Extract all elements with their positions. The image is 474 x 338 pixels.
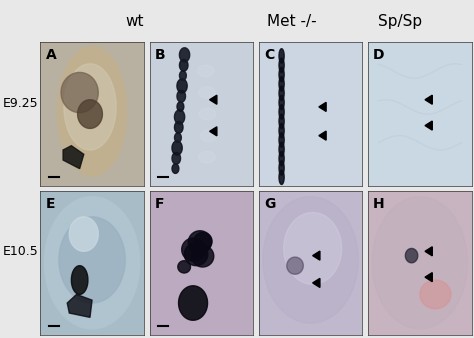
Text: E: E [46, 197, 55, 211]
Polygon shape [199, 151, 215, 163]
Polygon shape [372, 197, 467, 329]
Polygon shape [279, 105, 284, 119]
Polygon shape [180, 71, 186, 80]
Polygon shape [67, 294, 92, 317]
Polygon shape [177, 102, 184, 111]
Polygon shape [279, 49, 284, 63]
Polygon shape [263, 197, 358, 323]
Polygon shape [425, 247, 432, 256]
Text: Met -/-: Met -/- [267, 14, 316, 29]
Text: D: D [373, 48, 385, 62]
Polygon shape [199, 108, 216, 120]
Text: C: C [264, 48, 274, 62]
Polygon shape [279, 151, 284, 166]
Polygon shape [59, 217, 125, 303]
Polygon shape [174, 133, 182, 142]
Text: F: F [155, 197, 164, 211]
Polygon shape [194, 233, 212, 250]
Polygon shape [78, 100, 102, 128]
Polygon shape [420, 280, 451, 309]
Text: Sp/Sp: Sp/Sp [378, 14, 423, 29]
Polygon shape [180, 48, 190, 62]
Polygon shape [279, 77, 284, 91]
Polygon shape [180, 59, 188, 71]
Polygon shape [279, 170, 284, 185]
Polygon shape [283, 213, 342, 284]
Polygon shape [179, 286, 208, 320]
Polygon shape [63, 146, 84, 169]
Polygon shape [313, 279, 320, 287]
Polygon shape [405, 248, 418, 263]
Polygon shape [172, 152, 181, 164]
Polygon shape [69, 217, 98, 251]
Text: H: H [373, 197, 385, 211]
Polygon shape [425, 121, 432, 130]
Polygon shape [45, 197, 140, 329]
Text: E9.25: E9.25 [2, 97, 38, 110]
Polygon shape [287, 257, 303, 274]
Polygon shape [199, 87, 215, 98]
Polygon shape [279, 86, 284, 100]
Text: wt: wt [126, 14, 145, 29]
Polygon shape [184, 243, 208, 266]
Polygon shape [210, 127, 217, 136]
Polygon shape [279, 58, 284, 72]
Polygon shape [201, 130, 217, 141]
Polygon shape [191, 245, 214, 267]
Text: E10.5: E10.5 [2, 245, 38, 258]
Polygon shape [57, 47, 127, 176]
Polygon shape [72, 266, 88, 294]
Polygon shape [319, 131, 326, 140]
Polygon shape [425, 273, 432, 282]
Text: G: G [264, 197, 275, 211]
Polygon shape [177, 79, 187, 93]
Polygon shape [279, 142, 284, 156]
Polygon shape [64, 64, 116, 150]
Polygon shape [313, 251, 320, 260]
Polygon shape [178, 261, 191, 273]
Polygon shape [172, 141, 182, 155]
Polygon shape [279, 95, 284, 110]
Polygon shape [425, 95, 432, 104]
Polygon shape [61, 72, 98, 113]
Polygon shape [174, 110, 185, 124]
Polygon shape [279, 133, 284, 147]
Polygon shape [177, 90, 185, 102]
Polygon shape [279, 123, 284, 138]
Text: A: A [46, 48, 56, 62]
Polygon shape [210, 95, 217, 104]
Polygon shape [319, 102, 326, 112]
Polygon shape [279, 67, 284, 82]
Polygon shape [182, 238, 206, 261]
Polygon shape [172, 164, 179, 173]
Text: B: B [155, 48, 165, 62]
Polygon shape [174, 121, 183, 133]
Polygon shape [279, 161, 284, 175]
Polygon shape [279, 114, 284, 128]
Polygon shape [188, 231, 211, 253]
Polygon shape [198, 65, 214, 77]
